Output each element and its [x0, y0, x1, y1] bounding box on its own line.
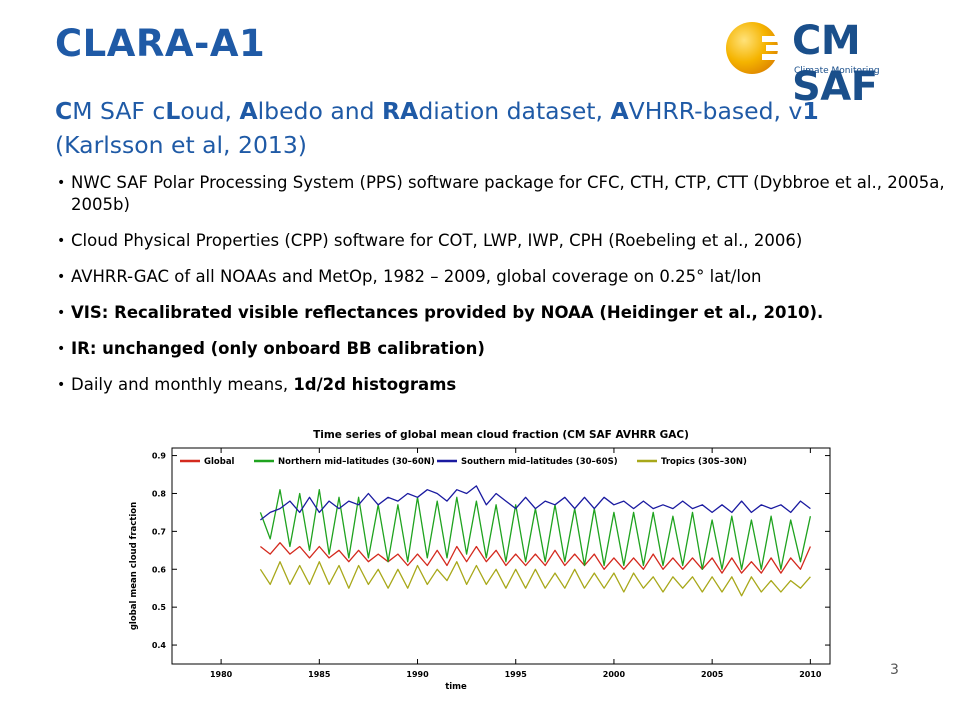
subtitle-fragment: 1	[802, 97, 819, 125]
x-tick-label: 1990	[406, 670, 429, 679]
series-line-3	[259, 561, 811, 597]
bullet-list: NWC SAF Polar Processing System (PPS) so…	[55, 172, 945, 410]
bullet-text: 1d/2d histograms	[293, 375, 457, 394]
slide-title: CLARA-A1	[55, 22, 266, 65]
y-axis-label: global mean cloud fraction	[129, 502, 139, 630]
x-tick-label: 2000	[603, 670, 626, 679]
x-tick-label: 1980	[210, 670, 233, 679]
y-tick-label: 0.8	[152, 489, 167, 498]
bullet-text: IR: unchanged (only onboard BB calibrati…	[71, 339, 485, 358]
bullet-text: VIS: Recalibrated visible reflectances p…	[71, 303, 824, 322]
bullet-item: VIS: Recalibrated visible reflectances p…	[55, 302, 945, 324]
bullet-text: NWC SAF Polar Processing System (PPS) so…	[71, 173, 945, 214]
subtitle-fragment: oud,	[180, 97, 240, 125]
subtitle-fragment: A	[239, 97, 258, 125]
sun-logo-icon	[726, 22, 792, 74]
series-line-1	[259, 489, 812, 570]
x-tick-label: 2010	[799, 670, 822, 679]
legend-entry: Northern mid–latitudes (30–60N)	[278, 457, 435, 467]
x-tick-label: 2005	[701, 670, 724, 679]
x-axis-label: time	[445, 682, 467, 692]
series-line-2	[260, 485, 811, 521]
subtitle-fragment: L	[165, 97, 181, 125]
series-line-0	[260, 542, 811, 574]
y-tick-label: 0.6	[152, 565, 167, 574]
logo-name: CM SAF	[792, 18, 878, 110]
subtitle-fragment: VHRR-based, v	[628, 97, 803, 125]
legend-entry: Global	[204, 457, 235, 467]
subtitle-line-2: (Karlsson et al, 2013)	[55, 131, 307, 159]
bullet-text: Cloud Physical Properties (CPP) software…	[71, 231, 803, 250]
x-tick-label: 1995	[505, 670, 528, 679]
plot-frame	[171, 447, 831, 665]
subtitle-fragment: lbedo and	[257, 97, 383, 125]
slide-subtitle: CM SAF cLoud, Albedo and RAdiation datas…	[55, 94, 935, 162]
subtitle-line-1: CM SAF cLoud, Albedo and RAdiation datas…	[55, 97, 819, 125]
subtitle-fragment: RA	[382, 97, 419, 125]
bullet-item: IR: unchanged (only onboard BB calibrati…	[55, 338, 945, 360]
bullet-text: Daily and monthly means,	[71, 375, 294, 394]
subtitle-fragment: diation dataset,	[418, 97, 611, 125]
bullet-item: Cloud Physical Properties (CPP) software…	[55, 230, 945, 252]
logo-tagline: Climate Monitoring	[794, 66, 880, 76]
y-tick-label: 0.7	[152, 527, 166, 536]
legend-entry: Southern mid–latitudes (30–60S)	[461, 457, 618, 467]
subtitle-fragment: C	[55, 97, 73, 125]
chart-title: Time series of global mean cloud fractio…	[313, 429, 689, 441]
y-tick-label: 0.9	[152, 452, 167, 461]
page-number: 3	[890, 662, 899, 678]
bullet-item: AVHRR-GAC of all NOAAs and MetOp, 1982 –…	[55, 266, 945, 288]
y-tick-label: 0.4	[152, 641, 167, 650]
subtitle-fragment: A	[610, 97, 629, 125]
legend-entry: Tropics (30S–30N)	[661, 457, 747, 467]
bullet-text: AVHRR-GAC of all NOAAs and MetOp, 1982 –…	[71, 267, 762, 286]
y-tick-label: 0.5	[152, 603, 167, 612]
x-tick-label: 1985	[308, 670, 331, 679]
cloud-fraction-chart: Time series of global mean cloud fractio…	[129, 429, 831, 692]
subtitle-fragment: M SAF c	[72, 97, 166, 125]
bullet-item: NWC SAF Polar Processing System (PPS) so…	[55, 172, 945, 216]
bullet-item: Daily and monthly means, 1d/2d histogram…	[55, 374, 945, 396]
cm-saf-logo: CM SAF Climate Monitoring	[722, 14, 944, 110]
